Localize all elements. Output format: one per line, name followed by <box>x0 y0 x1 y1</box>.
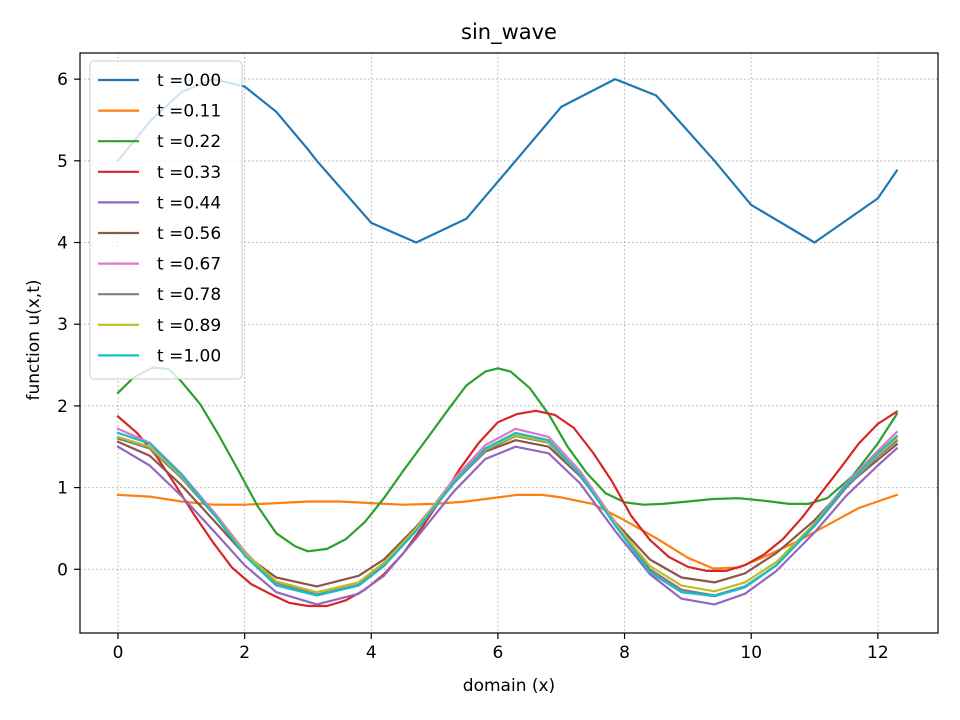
plot-frame <box>79 52 939 634</box>
y-tick-label: 3 <box>57 315 68 335</box>
series-line-2 <box>116 366 899 553</box>
y-tick-label: 1 <box>57 479 68 499</box>
x-axis-label: domain (x) <box>463 676 555 696</box>
y-tick-label: 4 <box>57 234 68 254</box>
x-tick-label: 12 <box>867 643 889 663</box>
legend-label-4: t =0.44 <box>157 193 221 213</box>
x-tick-label: 2 <box>239 643 250 663</box>
legend[interactable]: t =0.00 t =0.11 t =0.22 t =0.33 t =0.44 t =0.… <box>89 60 243 380</box>
legend-label-5: t =0.56 <box>157 224 221 244</box>
legend-label-0: t =0.00 <box>157 71 221 91</box>
legend-label-3: t =0.33 <box>157 163 221 183</box>
legend-label-7: t =0.78 <box>157 285 221 305</box>
plot-lines <box>116 78 899 608</box>
series-line-9 <box>116 431 899 598</box>
y-axis-label: function u(x,t) <box>24 279 44 400</box>
series-line-4 <box>116 445 899 606</box>
series-line-8 <box>116 434 899 594</box>
y-tick-label: 0 <box>57 560 68 580</box>
legend-label-9: t =1.00 <box>157 346 221 366</box>
x-tick-label: 4 <box>366 643 377 663</box>
legend-label-1: t =0.11 <box>157 102 221 122</box>
legend-label-2: t =0.22 <box>157 132 221 152</box>
chart-title: sin_wave <box>461 20 557 45</box>
x-tick-label: 0 <box>113 643 124 663</box>
legend-label-8: t =0.89 <box>157 316 221 336</box>
x-tick-label: 8 <box>619 643 630 663</box>
y-tick-label: 6 <box>57 70 68 90</box>
series-line-3 <box>116 409 899 608</box>
legend-label-6: t =0.67 <box>157 255 221 275</box>
y-tick-label: 2 <box>57 397 68 417</box>
x-tick-label: 6 <box>493 643 504 663</box>
x-tick-label: 10 <box>740 643 762 663</box>
y-tick-label: 5 <box>57 152 68 172</box>
